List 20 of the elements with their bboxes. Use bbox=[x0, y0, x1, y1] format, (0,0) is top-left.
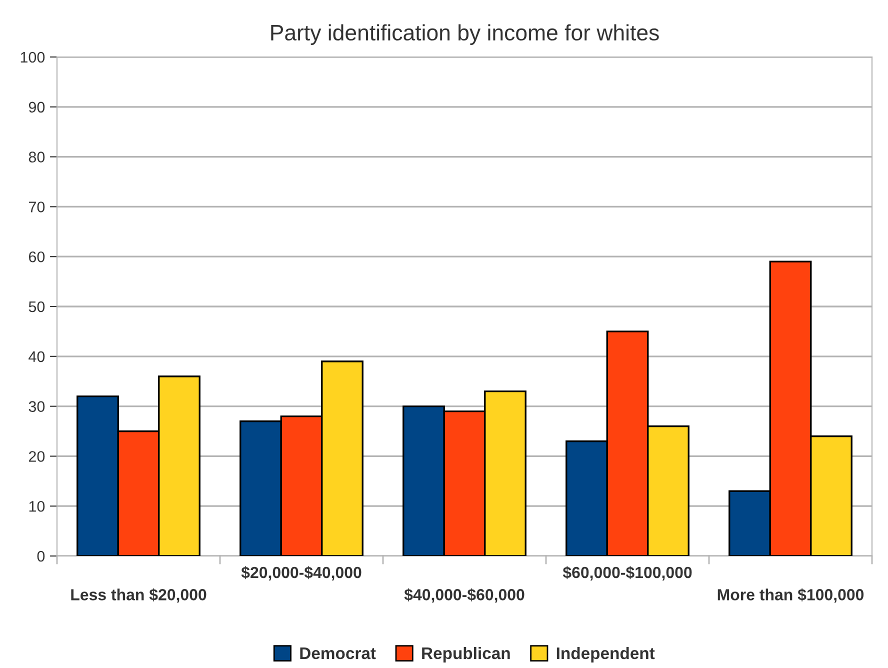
chart-title: Party identification by income for whites bbox=[271, 24, 659, 45]
x-tick-label: $40,000-$60,000 bbox=[404, 588, 524, 603]
y-tick-label: 20 bbox=[28, 451, 45, 462]
y-tick-label: 10 bbox=[29, 500, 45, 512]
y-tick-label: 100 bbox=[20, 52, 45, 63]
y-tick-label: 90 bbox=[28, 102, 45, 113]
legend-label: Republican bbox=[422, 646, 510, 662]
y-tick-label: 80 bbox=[28, 152, 45, 162]
x-tick-label: $20,000-$40,000 bbox=[241, 566, 362, 580]
y-tick-label: 70 bbox=[28, 202, 45, 212]
legend-label: Independent bbox=[556, 646, 655, 662]
legend-label: Democrat bbox=[300, 648, 376, 660]
x-tick-label: More than $100,000 bbox=[718, 588, 864, 603]
x-tick-label: $60,000-$100,000 bbox=[562, 566, 692, 580]
y-tick-label: 30 bbox=[28, 401, 45, 412]
x-tick-label: Less than $20,000 bbox=[71, 588, 206, 603]
y-tick-label: 40 bbox=[28, 351, 45, 362]
y-tick-label: 0 bbox=[37, 550, 45, 562]
y-tick-label: 60 bbox=[28, 251, 45, 262]
y-tick-label: 50 bbox=[28, 301, 45, 312]
